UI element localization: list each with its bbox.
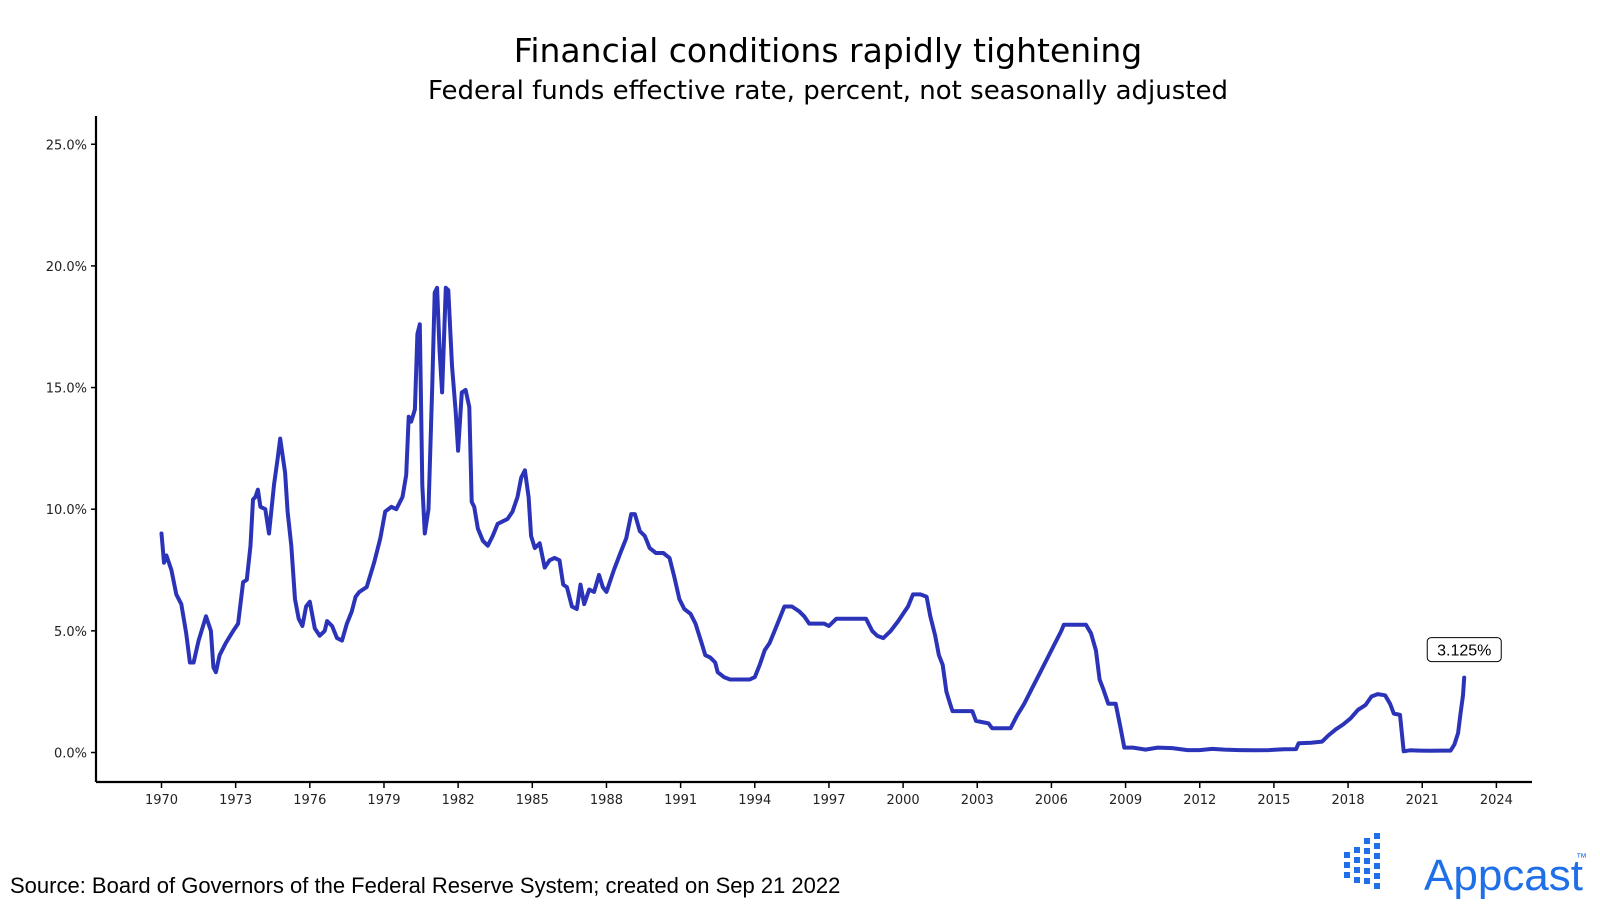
x-tick-label: 1991 [664,793,697,808]
appcast-logo-icon [1344,833,1380,889]
logo-dot [1374,883,1380,889]
series-line [159,285,1467,754]
x-tick-label: 2009 [1109,793,1142,808]
x-tick-label: 1973 [219,793,252,808]
logo-dot [1344,862,1350,868]
logo-dot [1374,843,1380,849]
logo-dot [1374,833,1380,839]
logo-dot [1364,838,1370,844]
y-tick-label: 20.0% [46,260,87,275]
logo-dot [1354,847,1360,853]
x-tick-label: 2012 [1183,793,1216,808]
logo-dot [1374,873,1380,879]
x-tick-label: 1982 [442,793,475,808]
x-tick-label: 2003 [961,793,994,808]
logo-dot [1364,858,1370,864]
logo-dot [1344,852,1350,858]
logo-dot [1354,857,1360,863]
x-tick-label: 1994 [738,793,771,808]
logo-dot [1354,877,1360,883]
logo-dot [1364,878,1370,884]
x-tick-label: 1979 [367,793,400,808]
x-tick-label: 1997 [812,793,845,808]
x-tick-label: 1988 [590,793,623,808]
appcast-logo-text: Appcast [1424,851,1583,900]
y-tick-label: 0.0% [54,747,87,762]
plot-area [159,285,1467,754]
y-tick-label: 5.0% [54,625,87,640]
y-tick-label: 15.0% [46,382,87,397]
logo-dot [1364,868,1370,874]
logo-dot [1374,853,1380,859]
callout-label: 3.125% [1437,643,1491,660]
x-tick-label: 2021 [1406,793,1439,808]
chart-title: Financial conditions rapidly tightening [514,31,1142,70]
logo-dot [1354,867,1360,873]
x-axis: 1970 1973 1976 1979 1982 1985 1988 1991 1994 1997… [96,780,1532,808]
logo-dot [1364,848,1370,854]
logo-dot [1374,863,1380,869]
source-note: Source: Board of Governors of the Federa… [10,873,840,898]
trademark-mark: ™ [1576,852,1587,864]
value-callout: 3.125% [1426,637,1502,663]
y-axis: 0.0% 5.0% 10.0% 15.0% 20.0% 25.0% [46,116,98,782]
x-tick-label: 2015 [1257,793,1290,808]
x-tick-label: 2024 [1480,793,1513,808]
x-tick-label: 1970 [145,793,178,808]
y-tick-label: 25.0% [46,138,87,153]
x-tick-label: 1985 [516,793,549,808]
x-tick-label: 2006 [1035,793,1068,808]
logo-dot [1344,872,1350,878]
appcast-logo[interactable]: Appcast ™ [1344,833,1587,900]
callout-box [1426,637,1502,663]
x-tick-label: 2000 [887,793,920,808]
y-tick-label: 10.0% [46,503,87,518]
x-tick-label: 2018 [1332,793,1365,808]
x-tick-label: 1976 [293,793,326,808]
chart-subtitle: Federal funds effective rate, percent, n… [428,76,1228,106]
